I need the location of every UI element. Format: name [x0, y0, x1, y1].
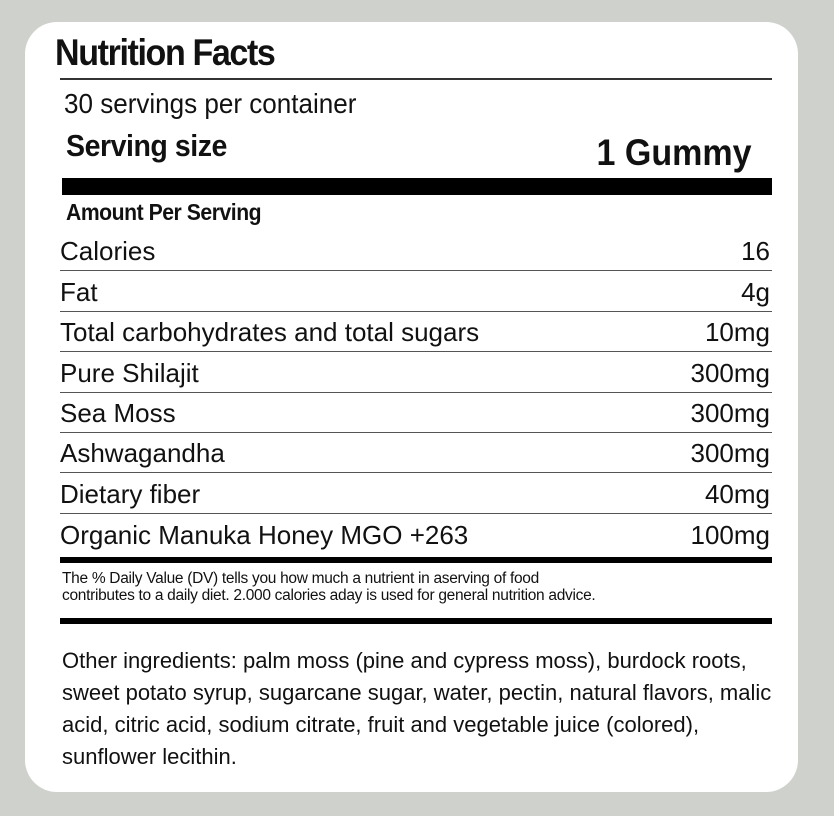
- nutrient-row: Fat 4g: [60, 271, 772, 312]
- serving-size-label: Serving size: [66, 128, 227, 163]
- label-title: Nutrition Facts: [55, 32, 276, 73]
- nutrient-name: Dietary fiber: [60, 478, 201, 509]
- nutrition-facts-card: [25, 22, 798, 792]
- daily-value-note: The % Daily Value (DV) tells you how muc…: [62, 570, 782, 604]
- nutrient-value: 100mg: [690, 520, 771, 551]
- medium-divider: [60, 557, 772, 563]
- nutrient-value: 4g: [741, 276, 770, 307]
- dv-note-line-1: The % Daily Value (DV) tells you how muc…: [62, 570, 539, 587]
- nutrient-value: 300mg: [690, 438, 771, 469]
- nutrient-row: Organic Manuka Honey MGO +263 100mg: [60, 514, 772, 554]
- serving-size-value: 1 Gummy: [596, 132, 752, 173]
- medium-divider: [60, 618, 772, 624]
- nutrient-value: 10mg: [704, 317, 770, 348]
- nutrient-name: Organic Manuka Honey MGO +263: [60, 520, 469, 551]
- nutrient-row: Total carbohydrates and total sugars 10mg: [60, 312, 772, 353]
- nutrient-name: Ashwagandha: [60, 438, 225, 469]
- title-divider: [60, 78, 772, 80]
- nutrient-name: Fat: [60, 276, 98, 307]
- nutrient-rows: Calories 16 Fat 4g Total carbohydrates and…: [60, 231, 772, 554]
- nutrient-row: Ashwagandha 300mg: [60, 433, 772, 474]
- nutrient-row: Calories 16: [60, 231, 772, 272]
- nutrient-row: Sea Moss 300mg: [60, 393, 772, 433]
- thick-divider: [62, 178, 772, 195]
- nutrient-name: Total carbohydrates and total sugars: [60, 317, 480, 348]
- nutrient-value: 16: [741, 236, 770, 267]
- amount-per-serving: Amount Per Serving: [66, 199, 262, 225]
- nutrient-row: Dietary fiber 40mg: [60, 473, 772, 514]
- servings-per-container: 30 servings per container: [64, 88, 357, 119]
- nutrient-value: 40mg: [704, 478, 770, 509]
- nutrient-value: 300mg: [690, 357, 771, 388]
- dv-note-line-2: contributes to a daily diet. 2.000 calor…: [62, 587, 596, 604]
- nutrient-value: 300mg: [690, 397, 771, 428]
- other-ingredients: Other ingredients: palm moss (pine and c…: [62, 648, 772, 769]
- nutrient-name: Pure Shilajit: [60, 357, 199, 388]
- nutrient-name: Sea Moss: [60, 397, 176, 428]
- nutrient-name: Calories: [60, 236, 156, 267]
- nutrient-row: Pure Shilajit 300mg: [60, 352, 772, 393]
